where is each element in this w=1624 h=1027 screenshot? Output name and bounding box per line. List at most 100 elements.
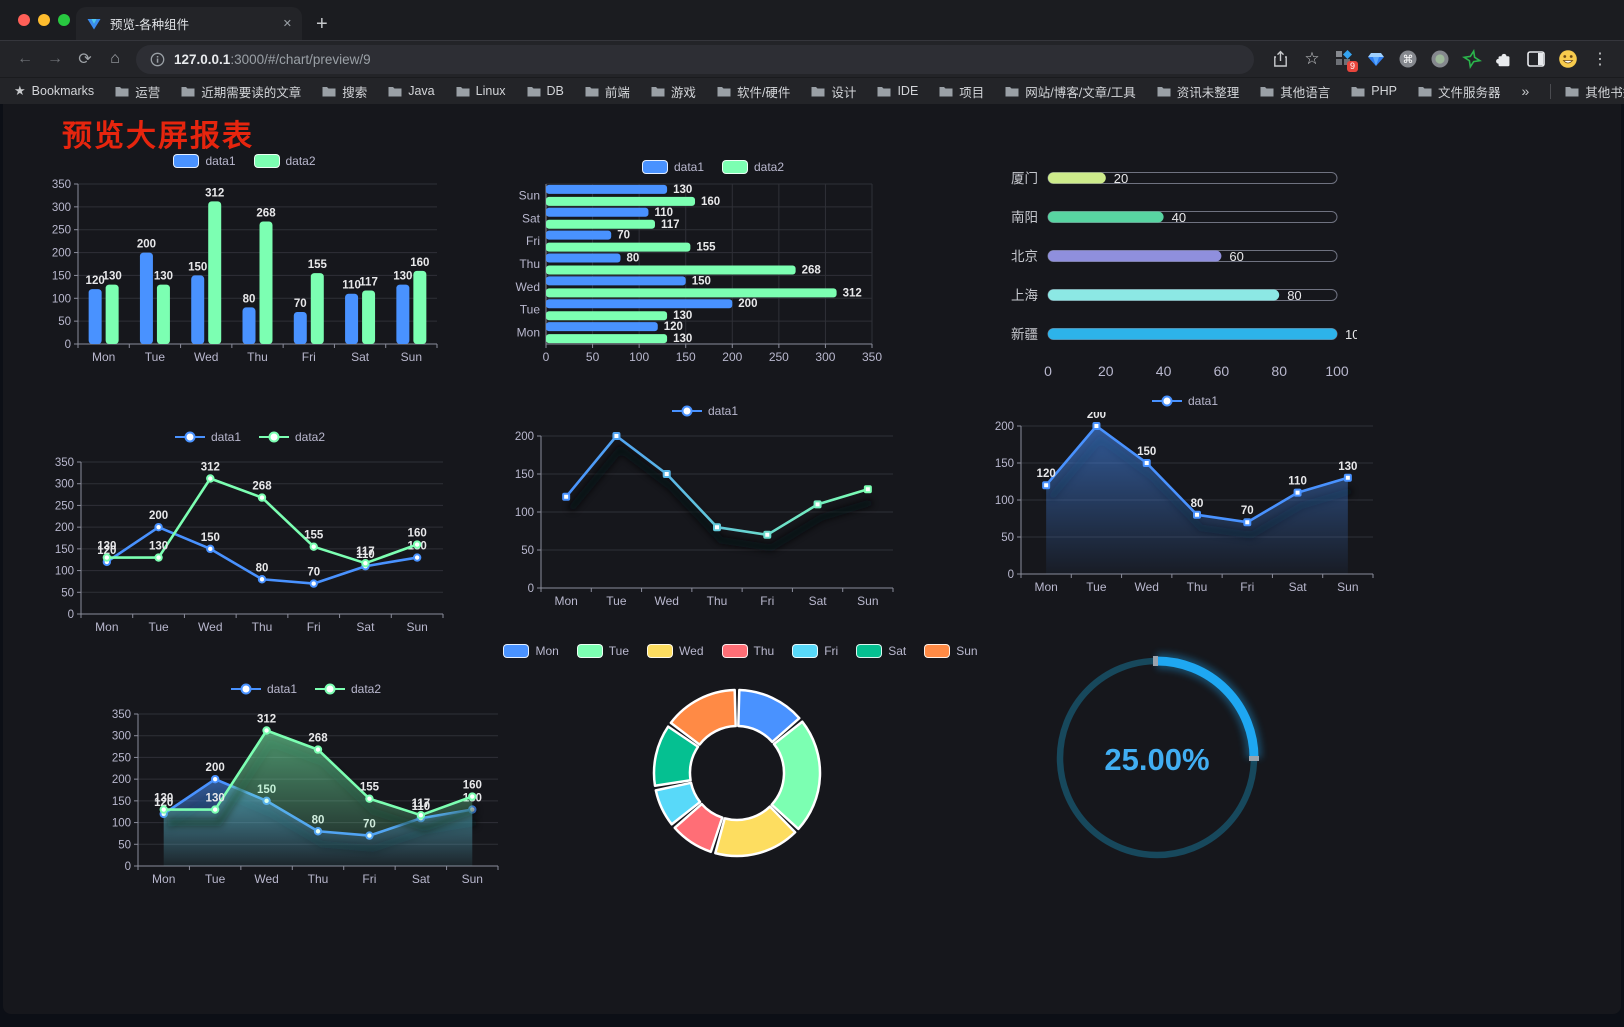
legend-item-data2[interactable]: data2	[722, 160, 784, 174]
hbar-data1-Sat[interactable]	[546, 207, 649, 217]
chart-line-two-series[interactable]: data1 data2 0 50 100 150 200 250 300 350 Mon Tue Wed…	[45, 426, 455, 638]
hbar-data2-Sat[interactable]	[546, 219, 655, 229]
extension-star-icon[interactable]	[1458, 45, 1486, 73]
hbar-data1-Tue[interactable]	[546, 299, 733, 309]
area-chart-canvas[interactable]: 0 50 100 150 200 Mon Tue Wed Thu Fri Sat Sun 120 200 1…	[985, 409, 1385, 598]
side-panel-icon[interactable]	[1522, 45, 1550, 73]
bar-data1-Sun[interactable]	[396, 284, 410, 344]
bookmark-folder[interactable]: 网站/博客/文章/工具	[1005, 82, 1136, 101]
legend-item-data1[interactable]: data1	[671, 404, 738, 418]
hbar-data1-Wed[interactable]	[546, 276, 686, 286]
bookmark-folder[interactable]: 运营	[115, 82, 160, 101]
bookmark-folder[interactable]: 近期需要读的文章	[181, 82, 301, 101]
point-data1-Wed[interactable]	[662, 470, 671, 478]
bookmark-star-icon[interactable]: ☆	[1304, 49, 1320, 68]
hbar-data2-Sun[interactable]	[546, 196, 696, 206]
minimize-window-button[interactable]	[38, 14, 50, 26]
pie-slice-Fri[interactable]	[654, 781, 702, 826]
legend-item-data1[interactable]: data1	[641, 160, 704, 174]
legend-item-Tue[interactable]: Tue	[576, 644, 629, 658]
legend-item-Fri[interactable]: Fri	[792, 644, 838, 658]
point-data1-Fri[interactable]	[763, 530, 772, 539]
bookmark-folder[interactable]: PHP	[1351, 82, 1397, 101]
url-text[interactable]: 127.0.0.1:3000/#/chart/preview/9	[174, 51, 371, 67]
bar-data2-Tue[interactable]	[156, 284, 170, 344]
point-data1-Sun[interactable]	[412, 553, 422, 562]
area-chart-canvas[interactable]: 0 50 100 150 200 250 300 350 Mon Tue Wed Thu Fri Sat S…	[102, 700, 510, 890]
bar-chart-canvas[interactable]: 0 50 100 150 200 250 300 350 Mon Tue Wed Thu Fri Sat S…	[42, 172, 447, 368]
close-window-button[interactable]	[18, 14, 30, 26]
bookmark-folder[interactable]: 软件/硬件	[717, 82, 790, 101]
extension-record-icon[interactable]	[1426, 45, 1454, 73]
point-data1-Wed[interactable]	[206, 544, 215, 554]
point-data2-Fri[interactable]	[309, 542, 318, 551]
gauge-chart-canvas[interactable]: 25.00%	[1035, 646, 1280, 871]
pie-slice-Wed[interactable]	[714, 805, 797, 858]
point-data1-Wed[interactable]	[1142, 459, 1151, 467]
new-tab-button[interactable]: +	[316, 13, 328, 35]
point-data2-Sun[interactable]	[468, 792, 477, 801]
chart-progress-bars[interactable]: 厦门 20 南阳 40 北京 60 上海 80 新疆 100 0 20 40 60 80 100	[992, 160, 1367, 388]
bar-data2-Wed[interactable]	[208, 201, 222, 344]
chart-bar-horizontal[interactable]: data1 data2 0 50 100 150 200 250 300 350 Sun 130 160…	[508, 156, 918, 368]
progress-fill-北京[interactable]	[1048, 250, 1222, 262]
point-data2-Thu[interactable]	[313, 745, 323, 754]
gauge-progress-arc[interactable]	[1156, 656, 1259, 759]
legend-item-Mon[interactable]: Mon	[503, 644, 559, 658]
hbar-data2-Fri[interactable]	[546, 242, 691, 252]
legend-item-Sat[interactable]: Sat	[856, 644, 906, 658]
bookmark-folder[interactable]: 其他语言	[1260, 82, 1330, 101]
hbar-data1-Sun[interactable]	[546, 184, 668, 194]
point-data1-Tue[interactable]	[210, 774, 220, 784]
chart-line-gradient[interactable]: data1 0 50 100 150 200 Mon Tue Wed Thu Fri Sat Sun	[505, 400, 905, 612]
other-bookmarks[interactable]: 其他书签	[1565, 82, 1624, 101]
bar-data2-Mon[interactable]	[105, 284, 119, 344]
progress-fill-上海[interactable]	[1048, 289, 1280, 301]
bookmark-folder[interactable]: 文件服务器	[1418, 82, 1500, 101]
legend-item-Sun[interactable]: Sun	[924, 644, 978, 658]
bar-data1-Tue[interactable]	[139, 252, 153, 344]
zoom-window-button[interactable]	[58, 14, 70, 26]
bookmark-folder[interactable]: 前端	[585, 82, 630, 101]
hbar-data1-Mon[interactable]	[546, 322, 658, 332]
line-chart-canvas[interactable]: 0 50 100 150 200 Mon Tue Wed Thu Fri Sat Sun	[505, 422, 905, 612]
extension-command-icon[interactable]: ⌘	[1394, 45, 1422, 73]
progress-fill-厦门[interactable]	[1048, 172, 1106, 184]
point-data2-Tue[interactable]	[210, 805, 220, 814]
bookmark-folder[interactable]: 游戏	[651, 82, 696, 101]
legend-item-Wed[interactable]: Wed	[647, 644, 704, 658]
legend-item-data1[interactable]: data1	[174, 430, 241, 444]
point-data1-Thu[interactable]	[257, 575, 267, 584]
point-data1-Fri[interactable]	[309, 579, 318, 588]
home-icon[interactable]: ⌂	[110, 50, 120, 67]
extension-grid-icon[interactable]: 9	[1330, 45, 1358, 73]
point-data2-Sun[interactable]	[412, 540, 422, 549]
progress-chart-canvas[interactable]: 厦门 20 南阳 40 北京 60 上海 80 新疆 100 0 20 40 60 80 100	[992, 160, 1367, 388]
chart-area-single[interactable]: data1 0 50 100 150 200 Mon Tue Wed Thu Fri Sat Sun 12…	[985, 390, 1385, 598]
point-data2-Thu[interactable]	[257, 493, 267, 502]
progress-fill-新疆[interactable]	[1048, 328, 1337, 340]
pie-slice-Tue[interactable]	[770, 720, 822, 831]
bookmark-folder[interactable]: 资讯未整理	[1157, 82, 1239, 101]
bookmark-folder[interactable]: DB	[527, 82, 564, 101]
hbar-data2-Wed[interactable]	[546, 288, 837, 298]
share-icon[interactable]	[1266, 45, 1294, 73]
legend-item-Thu[interactable]: Thu	[721, 644, 774, 658]
bar-data2-Thu[interactable]	[259, 221, 273, 344]
bookmark-folder[interactable]: IDE	[877, 82, 918, 101]
legend-item-data1[interactable]: data1	[1151, 394, 1218, 408]
browser-tab[interactable]: 预览-各种组件 ✕	[76, 7, 302, 40]
hbar-data2-Mon[interactable]	[546, 334, 668, 344]
point-data1-Tue[interactable]	[1092, 422, 1101, 430]
point-data2-Tue[interactable]	[154, 553, 163, 562]
extension-puzzle-icon[interactable]	[1490, 45, 1518, 73]
emoji-extension-icon[interactable]	[1554, 45, 1582, 73]
hbar-data2-Thu[interactable]	[546, 265, 796, 275]
bookmark-folder[interactable]: Linux	[456, 82, 506, 101]
chart-gauge[interactable]: 25.00%	[1035, 646, 1280, 871]
point-data2-Mon[interactable]	[102, 553, 112, 562]
browser-menu-icon[interactable]: ⋮	[1592, 51, 1608, 68]
point-data1-Tue[interactable]	[154, 522, 163, 532]
bookmark-folder[interactable]: 项目	[939, 82, 984, 101]
